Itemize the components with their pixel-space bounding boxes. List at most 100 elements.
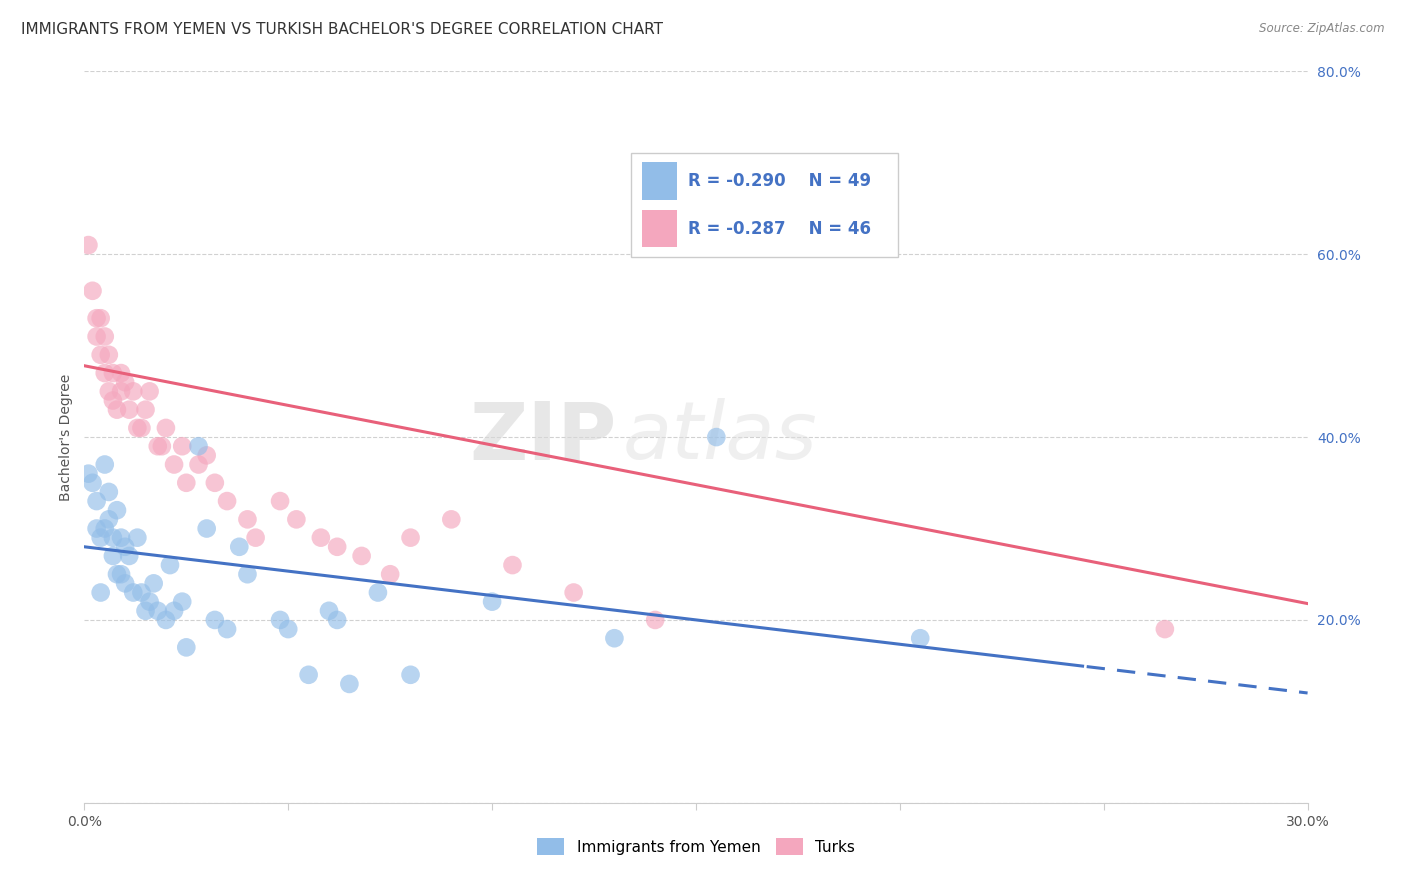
Point [97,512,120,526]
Point [172,594,194,608]
Point [236,567,259,582]
Point [110,366,132,380]
Point [603,632,626,646]
Point [118,549,141,563]
Point [110,531,132,545]
Point [114,540,136,554]
Point [399,667,422,681]
Point [86,329,108,343]
Point [86,521,108,535]
Point [101,531,124,545]
Text: Source: ZipAtlas.com: Source: ZipAtlas.com [1260,22,1385,36]
Point [150,439,173,453]
Point [318,604,340,618]
Point [172,439,194,453]
Point [127,531,149,545]
Point [562,585,585,599]
Legend: Immigrants from Yemen, Turks: Immigrants from Yemen, Turks [530,832,862,861]
Point [90,348,112,362]
Point [131,585,153,599]
Point [131,421,153,435]
Y-axis label: Bachelor's Degree: Bachelor's Degree [59,374,73,500]
Point [502,558,524,573]
Point [195,521,218,535]
Point [155,613,177,627]
Point [135,604,157,618]
Point [86,494,108,508]
Point [277,622,299,636]
Point [326,540,349,554]
Text: ZIP: ZIP [470,398,616,476]
Point [86,311,108,326]
Point [101,393,124,408]
Point [195,448,218,462]
Point [93,366,115,380]
Point [110,384,132,399]
Point [399,531,422,545]
Point [105,503,128,517]
Point [309,531,332,545]
Point [114,375,136,389]
Point [105,567,128,582]
Point [93,329,115,343]
Point [163,458,186,472]
Point [122,384,145,399]
Point [118,402,141,417]
Point [217,494,239,508]
Point [350,549,373,563]
Point [706,430,728,444]
Point [110,567,132,582]
Point [93,521,115,535]
Point [367,585,389,599]
FancyBboxPatch shape [631,153,897,257]
Point [105,402,128,417]
Text: IMMIGRANTS FROM YEMEN VS TURKISH BACHELOR'S DEGREE CORRELATION CHART: IMMIGRANTS FROM YEMEN VS TURKISH BACHELO… [21,22,664,37]
Point [163,604,186,618]
Point [204,475,226,490]
Point [481,594,503,608]
Point [187,439,209,453]
Point [285,512,308,526]
Point [82,284,104,298]
Point [90,531,112,545]
Point [326,613,349,627]
Point [187,458,209,472]
Point [380,567,402,582]
Point [910,632,932,646]
Point [77,467,100,481]
Point [127,421,149,435]
Point [90,311,112,326]
Point [155,421,177,435]
Point [97,384,120,399]
Point [174,475,197,490]
Point [138,384,160,399]
Point [138,594,160,608]
Point [339,677,361,691]
Bar [641,162,678,200]
Bar [641,211,678,247]
Point [90,585,112,599]
Point [114,576,136,591]
Point [97,485,120,500]
Point [269,494,291,508]
Point [101,366,124,380]
Point [298,667,321,681]
Point [77,238,100,252]
Point [93,458,115,472]
Point [142,576,165,591]
Point [236,512,259,526]
Point [204,613,226,627]
Point [1154,622,1177,636]
Point [146,604,169,618]
Point [269,613,291,627]
Point [97,348,120,362]
Point [159,558,181,573]
Point [146,439,169,453]
Point [174,640,197,655]
Point [644,613,666,627]
Point [122,585,145,599]
Point [228,540,250,554]
Point [440,512,463,526]
Point [217,622,239,636]
Text: R = -0.287    N = 46: R = -0.287 N = 46 [688,219,870,238]
